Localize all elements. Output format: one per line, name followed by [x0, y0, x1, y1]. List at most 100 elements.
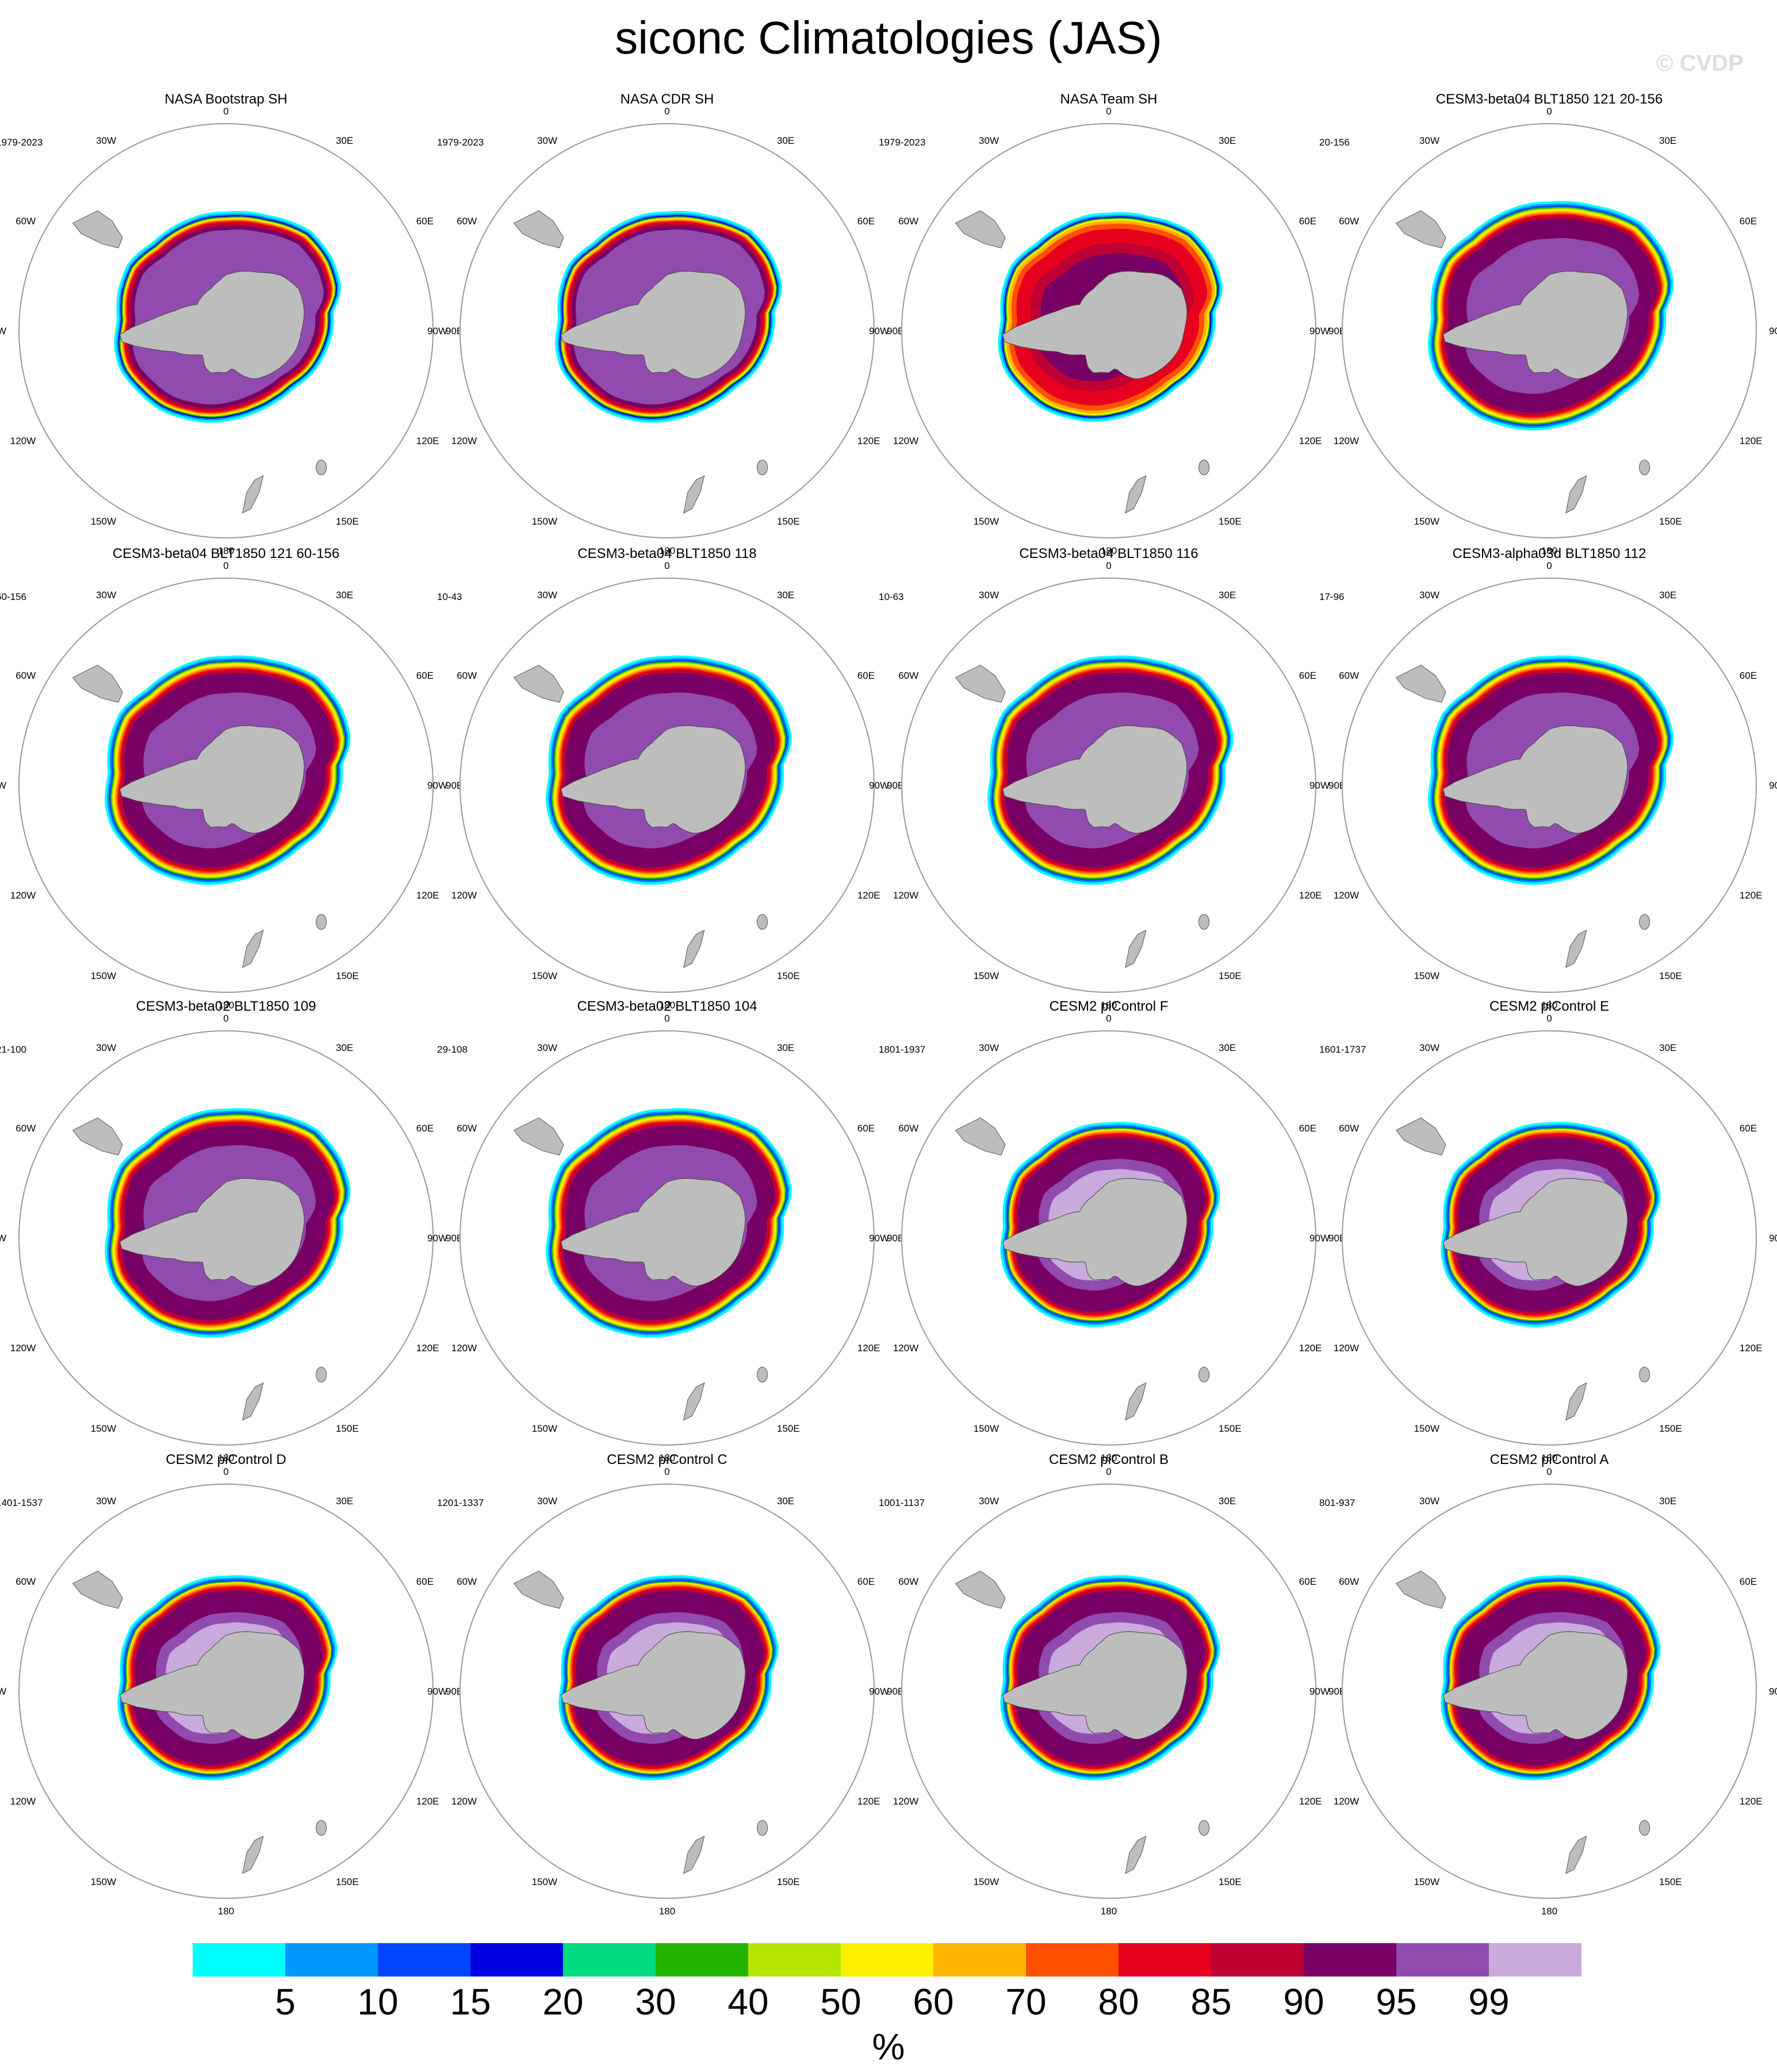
- tasmania-land: [757, 1367, 768, 1383]
- lon-label: 60E: [1740, 1123, 1757, 1134]
- lon-label: 60E: [1299, 1123, 1316, 1134]
- lon-label: 120E: [857, 435, 880, 446]
- lon-label: 120W: [10, 1343, 36, 1354]
- lon-label: 120W: [1334, 435, 1359, 446]
- colorbar-label: 10: [357, 1981, 398, 2023]
- south-america-land: [513, 664, 564, 703]
- lon-label: 180: [659, 1000, 675, 1011]
- lon-label: 60W: [457, 1576, 477, 1587]
- lon-label: 60W: [1339, 1576, 1359, 1587]
- lon-label: 180: [218, 1452, 234, 1463]
- new-zealand-land: [242, 930, 264, 968]
- lon-label: 30E: [777, 590, 794, 601]
- lon-label: 120W: [10, 1796, 36, 1807]
- colorbar-swatch: [285, 1943, 378, 1977]
- lon-label: 30W: [96, 1042, 116, 1053]
- lon-label: 90W: [427, 1233, 447, 1244]
- lon-label: 180: [1101, 1000, 1117, 1011]
- map-panel: CESM2 piControl B 1001-1137 0 30E 60E 90E 120E…: [869, 1452, 1346, 1917]
- lon-label: 150E: [1219, 516, 1242, 527]
- lon-label: 150W: [1414, 1423, 1439, 1434]
- panel-title: CESM3-beta04 BLT1850 116: [1019, 546, 1198, 561]
- lon-label: 0: [1546, 560, 1552, 571]
- lon-label: 30E: [336, 135, 353, 146]
- colorbar-swatch: [563, 1943, 656, 1977]
- new-zealand-land: [683, 475, 705, 514]
- lon-label: 0: [664, 106, 669, 117]
- lon-label: 30W: [979, 1496, 999, 1507]
- lon-label: 0: [664, 560, 669, 571]
- lon-label: 150E: [777, 516, 800, 527]
- tasmania-land: [757, 914, 768, 930]
- lon-label: 120E: [1740, 435, 1763, 446]
- panel-period: 801-937: [1319, 1497, 1355, 1508]
- lon-label: 90E: [1769, 780, 1777, 791]
- colorbar-swatch: [1026, 1943, 1119, 1977]
- new-zealand-land: [1125, 475, 1147, 514]
- lon-label: 120W: [893, 1796, 918, 1807]
- map-panel: CESM2 piControl A 801-937 0 30E 60E 90E 120E 15…: [1309, 1452, 1777, 1917]
- panel-title: CESM3-beta04 BLT1850 121 20-156: [1436, 91, 1663, 107]
- colorbar-label: 15: [450, 1981, 491, 2023]
- lon-label: 90E: [1769, 1233, 1777, 1244]
- map-panel: CESM3-beta02 BLT1850 104 29-108 0 30E 60E 90E…: [427, 999, 904, 1463]
- colorbar-swatch: [1396, 1943, 1489, 1977]
- south-america-land: [1395, 210, 1446, 249]
- colorbar-label: 5: [275, 1981, 296, 2023]
- panel-title: NASA CDR SH: [621, 91, 714, 107]
- panel-period: 1001-1137: [879, 1497, 925, 1508]
- new-zealand-land: [1125, 1836, 1147, 1874]
- map-panel: NASA Team SH 1979-2023 0 30E 60E 90E 120E 150E 1…: [869, 91, 1346, 556]
- panel-title: CESM3-beta02 BLT1850 109: [136, 999, 316, 1014]
- lon-label: 0: [1106, 1013, 1111, 1024]
- tasmania-land: [1198, 1367, 1210, 1383]
- lon-label: 120E: [416, 1343, 439, 1354]
- lon-label: 30E: [1659, 135, 1676, 146]
- lon-label: 180: [218, 1000, 234, 1011]
- lon-label: 150E: [1219, 1423, 1242, 1434]
- lon-label: 60E: [857, 1576, 875, 1587]
- lon-label: 60E: [416, 1576, 434, 1587]
- south-america-land: [72, 1570, 123, 1609]
- lon-label: 120E: [416, 435, 439, 446]
- antarctica-land: [1002, 270, 1188, 380]
- south-america-land: [955, 1117, 1006, 1156]
- lon-label: 150E: [336, 970, 359, 981]
- lon-label: 150E: [336, 516, 359, 527]
- lon-label: 60W: [898, 216, 918, 227]
- tasmania-land: [1639, 460, 1650, 476]
- panel-period: 1201-1337: [437, 1497, 484, 1508]
- lon-label: 60W: [16, 670, 36, 681]
- antarctica-land: [119, 725, 305, 834]
- panel-period: 1979-2023: [437, 137, 484, 148]
- south-america-land: [1395, 1570, 1446, 1609]
- lon-label: 90W: [427, 326, 447, 337]
- panel-title: CESM2 piControl D: [166, 1452, 286, 1467]
- lon-label: 90E: [1769, 1686, 1777, 1697]
- lon-label: 30W: [96, 1496, 116, 1507]
- lon-label: 60E: [1740, 216, 1757, 227]
- lon-label: 60E: [857, 216, 875, 227]
- tasmania-land: [757, 460, 768, 476]
- lon-label: 150E: [1659, 1423, 1682, 1434]
- colorbar-label: 80: [1098, 1981, 1139, 2023]
- colorbar-swatch: [841, 1943, 933, 1977]
- watermark: © CVDP: [1656, 51, 1744, 76]
- lon-label: 180: [1541, 1906, 1557, 1917]
- panel-period: 1979-2023: [0, 137, 43, 148]
- new-zealand-land: [683, 1836, 705, 1874]
- lon-label: 120W: [451, 435, 477, 446]
- lon-label: 120W: [10, 890, 36, 901]
- antarctica-land: [119, 1631, 305, 1740]
- lon-label: 60W: [457, 670, 477, 681]
- lon-label: 30E: [1659, 590, 1676, 601]
- lon-label: 150E: [1219, 970, 1242, 981]
- map-panel: CESM3-beta04 BLT1850 116 10-63 0 30E 60E 90E 1…: [869, 546, 1346, 1011]
- lon-label: 60W: [898, 1123, 918, 1134]
- antarctica-land: [119, 1178, 305, 1287]
- colorbar-label: 70: [1005, 1981, 1046, 2023]
- map-panel: CESM2 piControl E 1601-1737 0 30E 60E 90E 120E…: [1309, 999, 1777, 1463]
- panel-title: CESM2 piControl F: [1050, 999, 1169, 1014]
- lon-label: 120W: [1334, 1343, 1359, 1354]
